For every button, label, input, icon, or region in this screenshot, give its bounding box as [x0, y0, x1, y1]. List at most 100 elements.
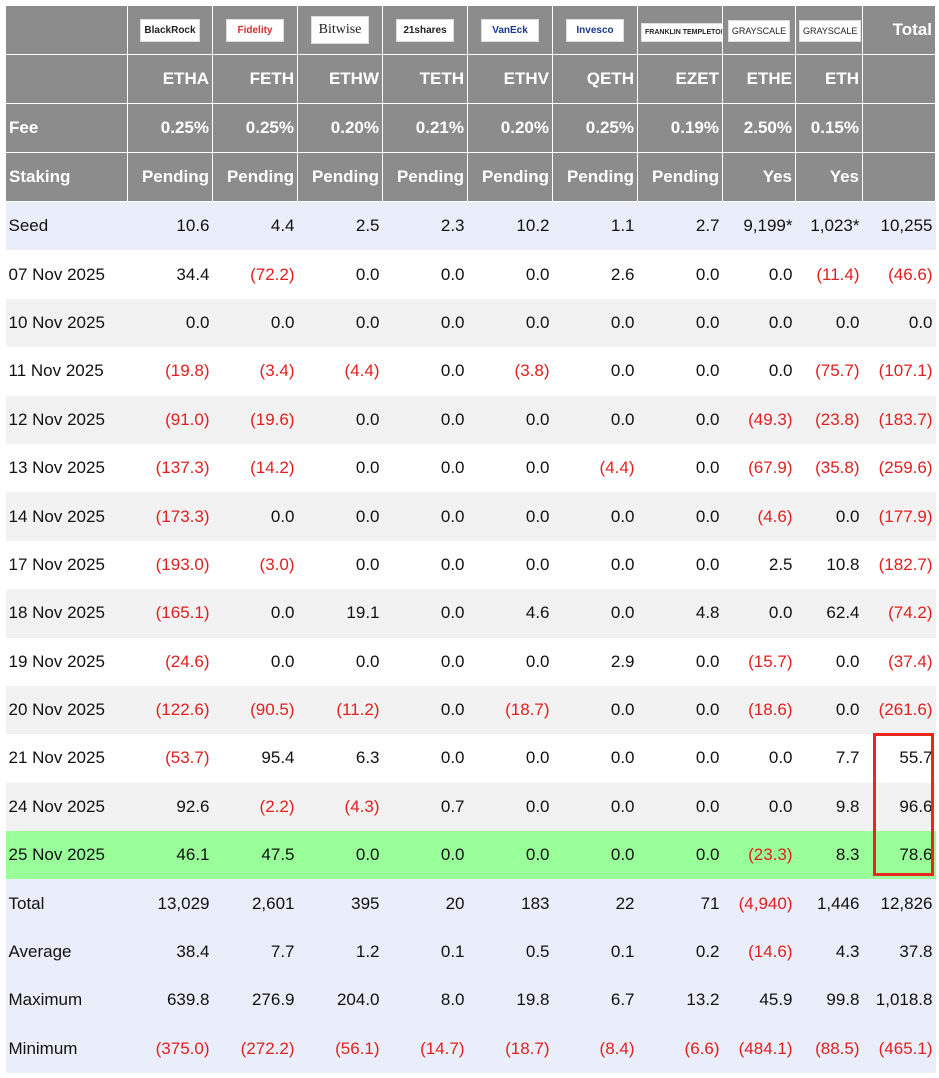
cell: (14.2)	[250, 458, 295, 478]
cell: 0.0	[355, 264, 380, 284]
cell: 0.0	[440, 409, 465, 429]
cell: 276.9	[251, 990, 295, 1010]
cell: 0.0	[525, 554, 550, 574]
logo-cell: GRAYSCALE	[795, 5, 863, 55]
cell: (18.6)	[748, 700, 793, 720]
cell: 8.0	[440, 990, 465, 1010]
row-label: Fee	[5, 103, 128, 153]
fee: 0.25%	[127, 103, 213, 153]
cell: 2.9	[610, 651, 635, 671]
cell: 99.8	[826, 990, 860, 1010]
cell: 0.0	[610, 554, 635, 574]
cell: (14.7)	[420, 1038, 465, 1058]
cell: 8.3	[835, 845, 860, 865]
cell: 0.0	[695, 409, 720, 429]
cell: 4.4	[270, 216, 295, 236]
cell: 12,826	[880, 893, 933, 913]
header-cell	[862, 54, 936, 104]
table-row: 11 Nov 2025 (19.8) (3.4) (4.4) 0.0 (3.8) 0.0 0.…	[5, 347, 936, 396]
cell: 9.8	[835, 796, 860, 816]
cell: 0.0	[695, 796, 720, 816]
issuer-logo: FRANKLIN TEMPLETON	[641, 22, 722, 42]
cell: 0.0	[525, 506, 550, 526]
cell: 0.0	[440, 264, 465, 284]
fee: 0.25%	[552, 103, 638, 153]
issuer-logo: VanEck	[481, 19, 539, 42]
cell: (137.3)	[155, 458, 210, 478]
header-cell	[862, 152, 936, 202]
row-label: Total	[8, 893, 45, 913]
fee: 0.19%	[637, 103, 723, 153]
cell: 47.5	[261, 845, 295, 865]
cell: 20	[445, 893, 465, 913]
table-row: Average 38.4 7.7 1.2 0.1 0.5 0.1 0.2 (14.6) 4.3 37…	[5, 927, 936, 977]
cell: 6.7	[610, 990, 635, 1010]
staking-row: Staking Pending Pending Pending Pending Pendi…	[5, 152, 936, 202]
cell: 0.0	[695, 264, 720, 284]
cell: 639.8	[166, 990, 210, 1010]
cell: 10.2	[516, 216, 550, 236]
table-row: 12 Nov 2025 (91.0) (19.6) 0.0 0.0 0.0 0.0 0.0 (4…	[5, 395, 936, 444]
cell: 0.0	[695, 506, 720, 526]
cell: (11.4)	[816, 264, 860, 284]
fee: 0.20%	[467, 103, 553, 153]
cell: 4.8	[695, 603, 720, 623]
cell: 0.0	[695, 361, 720, 381]
cell: (6.6)	[684, 1038, 720, 1058]
cell: 2.3	[440, 216, 465, 236]
cell: 37.8	[899, 942, 933, 962]
cell: 0.0	[835, 700, 860, 720]
cell: 0.0	[768, 748, 793, 768]
cell: 22	[615, 893, 635, 913]
cell: 0.0	[525, 748, 550, 768]
cell: 0.0	[440, 458, 465, 478]
cell: 183	[521, 893, 550, 913]
cell: (74.2)	[888, 603, 933, 623]
issuer-logo: BlackRock	[140, 19, 200, 42]
cell: 0.0	[440, 700, 465, 720]
cell: (2.2)	[259, 796, 295, 816]
cell: (177.9)	[878, 506, 933, 526]
ticker: EZET	[637, 54, 723, 104]
header-cell	[5, 5, 128, 55]
ticker: QETH	[552, 54, 638, 104]
cell: (19.6)	[250, 409, 295, 429]
ticker: ETHE	[722, 54, 796, 104]
cell: 204.0	[336, 990, 380, 1010]
cell: (11.2)	[336, 700, 380, 720]
cell: (46.6)	[888, 264, 933, 284]
table-row: Total 13,029 2,601 395 20 183 22 71 (4,940) 1,446…	[5, 879, 936, 928]
cell: 0.0	[768, 264, 793, 284]
row-label: 19 Nov 2025	[8, 651, 105, 671]
cell: (18.7)	[505, 1038, 550, 1058]
ticker: TETH	[382, 54, 468, 104]
issuer-logo: Fidelity	[226, 19, 284, 42]
table-row: Maximum 639.8 276.9 204.0 8.0 19.8 6.7 13.2 45.9…	[5, 976, 936, 1025]
staking: Yes	[795, 152, 863, 202]
cell: 0.0	[185, 312, 210, 332]
cell: 62.4	[826, 603, 860, 623]
cell: 0.0	[768, 603, 793, 623]
fee: 0.20%	[297, 103, 383, 153]
cell: (193.0)	[155, 554, 210, 574]
cell: (18.7)	[505, 700, 550, 720]
row-label: 12 Nov 2025	[8, 409, 105, 429]
table-row: 20 Nov 2025 (122.6) (90.5) (11.2) 0.0 (18.7) 0…	[5, 685, 936, 735]
table-row: 14 Nov 2025 (173.3) 0.0 0.0 0.0 0.0 0.0 0.0 (4.6…	[5, 492, 936, 541]
table-row: Minimum (375.0) (272.2) (56.1) (14.7) (18.7) (…	[5, 1024, 936, 1074]
cell: 19.1	[346, 603, 380, 623]
cell: 0.5	[525, 942, 550, 962]
cell: 0.0	[355, 651, 380, 671]
cell: (72.2)	[250, 264, 295, 284]
cell: 0.0	[610, 409, 635, 429]
cell: (165.1)	[155, 603, 210, 623]
cell: 1,023*	[810, 216, 860, 236]
cell: 0.0	[610, 603, 635, 623]
row-label: Minimum	[8, 1038, 78, 1058]
cell: 10.8	[826, 554, 860, 574]
cell: (261.6)	[878, 700, 933, 720]
highlight-box	[873, 733, 934, 876]
ticker: FETH	[212, 54, 298, 104]
staking: Pending	[637, 152, 723, 202]
